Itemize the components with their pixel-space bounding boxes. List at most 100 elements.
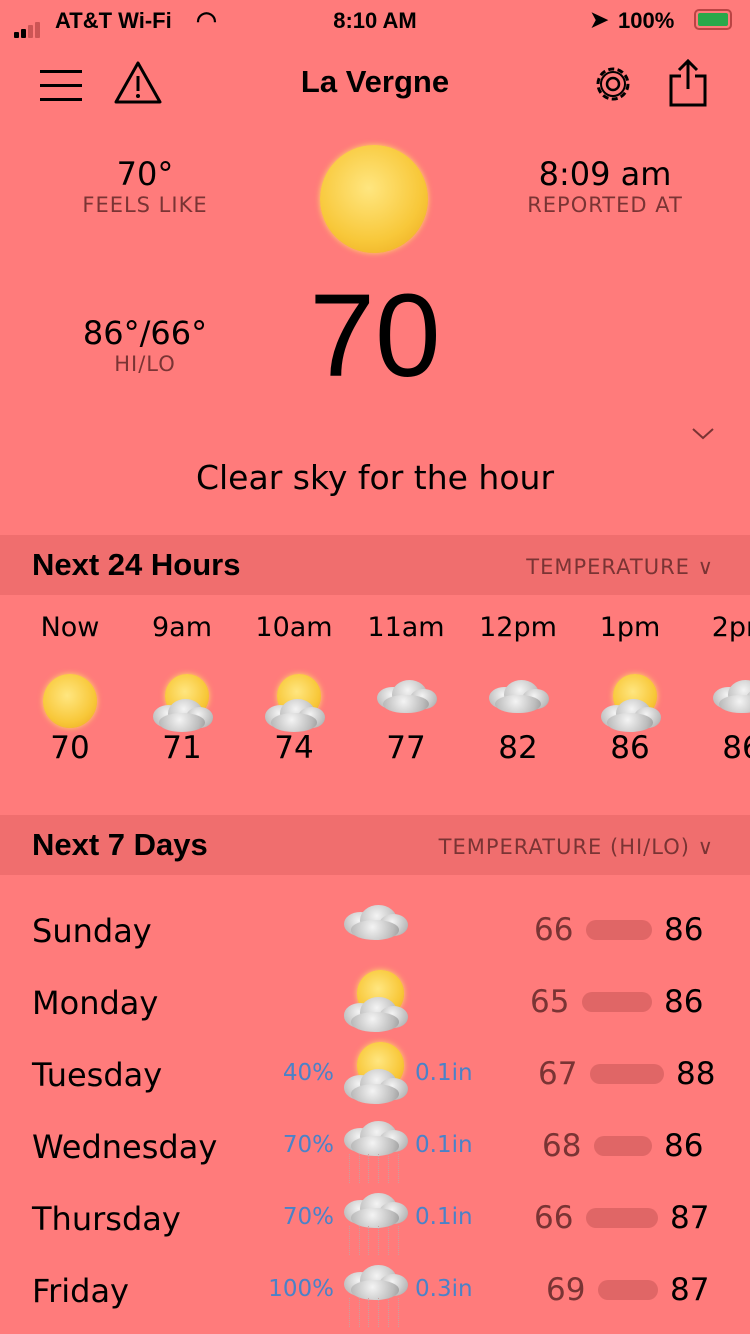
day-name: Monday bbox=[32, 984, 159, 1022]
daily-header: Next 7 Days TEMPERATURE (HI/LO) ∨ bbox=[0, 815, 750, 875]
cloudy-icon bbox=[487, 670, 549, 732]
hilo-label: HI/LO bbox=[114, 352, 176, 376]
hour-time: 11am bbox=[367, 612, 445, 643]
feels-like: 70° FEELS LIKE bbox=[40, 155, 250, 217]
reported-value: 8:09 am bbox=[538, 155, 672, 193]
hour-time: Now bbox=[40, 612, 100, 643]
hour-item[interactable]: Now 70 bbox=[14, 612, 126, 766]
summary: Clear sky for the hour bbox=[195, 458, 555, 497]
low-temp: 68 bbox=[542, 1128, 582, 1164]
high-temp: 87 bbox=[670, 1200, 710, 1236]
precip-chance: 40% bbox=[282, 1060, 334, 1086]
hour-time: 10am bbox=[255, 612, 333, 643]
hour-temp: 71 bbox=[162, 730, 202, 766]
precip-amount: 0.1in bbox=[415, 1204, 473, 1230]
partly-cloudy-icon bbox=[151, 670, 213, 732]
hour-item[interactable]: 10am 74 bbox=[238, 612, 350, 766]
hour-item[interactable]: 9am 71 bbox=[126, 612, 238, 766]
hourly-title: Next 24 Hours bbox=[32, 547, 241, 582]
rain-icon bbox=[342, 1110, 408, 1183]
precip-chance: 70% bbox=[282, 1204, 334, 1230]
temp-range-bar bbox=[586, 920, 652, 940]
day-row[interactable]: Sunday 66 86 bbox=[0, 902, 750, 974]
wifi-icon: ◠ bbox=[196, 7, 217, 34]
precip-amount: 0.1in bbox=[415, 1060, 473, 1086]
day-name: Thursday bbox=[32, 1200, 181, 1238]
status-bar: AT&T Wi-Fi ◠ 8:10 AM ➤ 100% bbox=[0, 0, 750, 40]
low-temp: 65 bbox=[530, 984, 570, 1020]
cloudy-icon bbox=[375, 670, 437, 732]
day-name: Friday bbox=[32, 1272, 129, 1310]
menu-button[interactable] bbox=[40, 68, 82, 101]
hour-temp: 82 bbox=[498, 730, 538, 766]
day-row[interactable]: Monday 65 86 bbox=[0, 970, 750, 1046]
hour-time: 2pm bbox=[711, 612, 750, 643]
clock: 8:10 AM bbox=[333, 8, 417, 33]
chevron-down-icon: ∨ bbox=[697, 555, 714, 579]
hour-time: 12pm bbox=[479, 612, 557, 643]
feels-like-label: FEELS LIKE bbox=[82, 193, 208, 217]
day-row[interactable]: Wednesday 70% 0.1in 68 86 bbox=[0, 1118, 750, 1190]
low-temp: 66 bbox=[534, 1200, 574, 1236]
chevron-down-icon: ∨ bbox=[697, 835, 714, 859]
hourly-selector[interactable]: TEMPERATURE ∨ bbox=[526, 555, 714, 579]
partly-cloudy-icon bbox=[263, 670, 325, 732]
day-row[interactable]: Thursday 70% 0.1in 66 87 bbox=[0, 1190, 750, 1262]
high-temp: 88 bbox=[676, 1056, 716, 1092]
high-temp: 86 bbox=[664, 1128, 704, 1164]
high-temp: 87 bbox=[670, 1272, 710, 1308]
hour-temp: 70 bbox=[50, 730, 90, 766]
reported-label: REPORTED AT bbox=[527, 193, 683, 217]
hour-temp: 86 bbox=[610, 730, 650, 766]
daily-title: Next 7 Days bbox=[32, 827, 208, 862]
hour-item[interactable]: 12pm 82 bbox=[462, 612, 574, 766]
chevron-down-icon[interactable] bbox=[690, 426, 716, 442]
reported-at: 8:09 am REPORTED AT bbox=[495, 155, 715, 217]
feels-like-value: 70° bbox=[116, 155, 174, 193]
precip-chance: 100% bbox=[268, 1276, 334, 1302]
current-temperature: 70 bbox=[309, 270, 441, 402]
hour-item[interactable]: 1pm 86 bbox=[574, 612, 686, 766]
battery-icon bbox=[694, 9, 732, 30]
hour-time: 1pm bbox=[599, 612, 661, 643]
sun-icon bbox=[39, 670, 101, 732]
daily-selector[interactable]: TEMPERATURE (HI/LO) ∨ bbox=[438, 835, 714, 859]
day-name: Wednesday bbox=[32, 1128, 218, 1166]
alert-button[interactable] bbox=[113, 60, 163, 106]
day-row[interactable]: Friday 100% 0.3in 69 87 bbox=[0, 1262, 750, 1334]
temp-range-bar bbox=[598, 1280, 658, 1300]
battery-percent: 100% bbox=[618, 8, 675, 33]
high-temp: 86 bbox=[664, 984, 704, 1020]
day-name: Sunday bbox=[32, 912, 152, 950]
temp-range-bar bbox=[582, 992, 652, 1012]
precip-amount: 0.1in bbox=[415, 1132, 473, 1158]
location-icon: ➤ bbox=[590, 7, 609, 32]
hilo-value: 86°/66° bbox=[82, 314, 208, 352]
cloudy-icon bbox=[711, 670, 750, 732]
temp-range-bar bbox=[586, 1208, 658, 1228]
sun-icon bbox=[320, 145, 428, 253]
temp-range-bar bbox=[594, 1136, 652, 1156]
carrier: AT&T Wi-Fi bbox=[55, 8, 172, 33]
settings-button[interactable] bbox=[590, 61, 636, 107]
precip-amount: 0.3in bbox=[415, 1276, 473, 1302]
low-temp: 69 bbox=[546, 1272, 586, 1308]
rain-icon bbox=[342, 1254, 408, 1327]
hourly-header: Next 24 Hours TEMPERATURE ∨ bbox=[0, 535, 750, 595]
signal-icon bbox=[14, 12, 42, 38]
cloudy-icon bbox=[342, 894, 408, 960]
precip-chance: 70% bbox=[282, 1132, 334, 1158]
partly-cloudy-icon bbox=[599, 670, 661, 732]
temp-range-bar bbox=[590, 1064, 664, 1084]
hour-temp: 74 bbox=[274, 730, 314, 766]
hour-time: 9am bbox=[151, 612, 213, 643]
day-row[interactable]: Tuesday 40% 0.1in 67 88 bbox=[0, 1042, 750, 1118]
rain-icon bbox=[342, 1182, 408, 1255]
hour-item[interactable]: 11am 77 bbox=[350, 612, 462, 766]
page-title: La Vergne bbox=[300, 64, 450, 99]
share-button[interactable] bbox=[668, 58, 708, 108]
partly-cloudy-icon bbox=[342, 1038, 408, 1104]
partly-cloudy-icon bbox=[342, 966, 408, 1032]
hour-temp: 77 bbox=[386, 730, 426, 766]
hour-item[interactable]: 2pm 86 bbox=[686, 612, 750, 766]
